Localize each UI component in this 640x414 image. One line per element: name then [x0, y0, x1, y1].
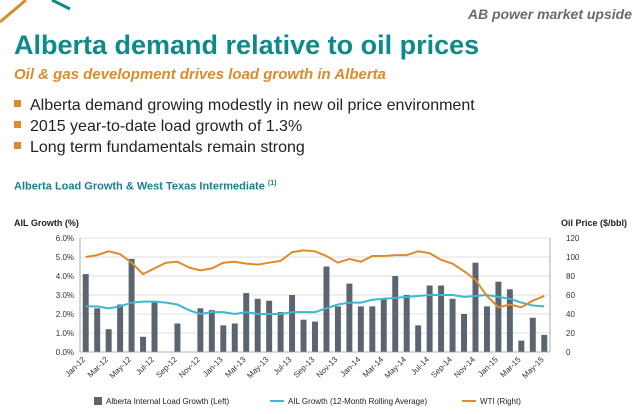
bar-load-growth	[438, 285, 445, 352]
x-tick-label: Mar-14	[361, 355, 386, 380]
bar-load-growth	[312, 321, 318, 352]
y-left-tick-label: 0.0%	[56, 348, 74, 357]
bullet-square-icon	[14, 142, 21, 150]
x-tick-label: Nov-12	[177, 355, 202, 380]
x-tick-label: May-15	[520, 355, 546, 381]
bullet-square-icon	[14, 100, 21, 108]
bar-load-growth	[254, 298, 261, 352]
x-tick-label: May-13	[245, 355, 271, 381]
bar-load-growth	[94, 308, 101, 352]
bar-load-growth	[472, 262, 479, 352]
bar-load-growth	[208, 310, 215, 352]
bar-load-growth	[300, 319, 307, 352]
bullet-item: Long term fundamentals remain strong	[14, 137, 475, 158]
bar-load-growth	[117, 304, 124, 352]
y-left-tick-label: 6.0%	[56, 234, 74, 243]
bar-load-growth	[495, 281, 502, 352]
bar-load-growth	[483, 306, 490, 352]
bar-load-growth	[82, 274, 89, 352]
bar-load-growth	[231, 323, 238, 352]
x-tick-label: Jan-14	[339, 355, 363, 379]
y-left-tick-label: 2.0%	[56, 310, 74, 319]
bar-load-growth	[449, 298, 456, 352]
x-tick-label: May-12	[108, 355, 134, 381]
y-right-tick-label: 0	[566, 348, 571, 357]
x-tick-label: May-14	[383, 355, 409, 381]
y-left-tick-label: 5.0%	[56, 253, 74, 262]
bar-load-growth	[197, 308, 204, 352]
x-tick-label: Sep-14	[429, 355, 454, 380]
bar-load-growth	[346, 283, 353, 352]
y-right-tick-label: 20	[566, 329, 575, 338]
bullet-square-icon	[14, 121, 21, 129]
bar-load-growth	[426, 285, 433, 352]
bar-load-growth	[220, 325, 227, 352]
bar-load-growth	[266, 300, 273, 352]
x-tick-label: Jul-12	[134, 355, 156, 377]
legend-label: AIL Growth (12-Month Rolling Average)	[288, 397, 428, 406]
bar-load-growth	[277, 312, 284, 352]
x-tick-label: Jul-13	[272, 355, 294, 377]
bar-load-growth	[369, 306, 376, 352]
x-tick-label: Nov-14	[452, 355, 477, 380]
bullet-text: 2015 year-to-date load growth of 1.3%	[30, 118, 303, 135]
page-title: Alberta demand relative to oil prices	[14, 30, 480, 60]
bar-load-growth	[357, 306, 364, 352]
y-right-tick-label: 100	[566, 253, 580, 262]
chart-title: Alberta Load Growth & West Texas Interme…	[14, 180, 276, 193]
bar-load-growth	[243, 293, 250, 352]
bar-load-growth	[403, 295, 410, 352]
legend-label: WTI (Right)	[480, 397, 521, 406]
section-label: AB power market upside	[467, 6, 632, 22]
bar-load-growth	[518, 340, 525, 352]
bullet-item: Alberta demand growing modestly in new o…	[14, 95, 475, 116]
x-tick-label: Sep-12	[154, 355, 179, 380]
bullet-text: Alberta demand growing modestly in new o…	[30, 97, 475, 114]
y-right-tick-label: 80	[566, 272, 575, 281]
bar-load-growth	[105, 329, 112, 352]
bar-load-growth	[289, 295, 296, 352]
corner-accent	[0, 0, 71, 24]
y-right-tick-label: 40	[566, 310, 575, 319]
y-left-tick-label: 3.0%	[56, 291, 74, 300]
bar-load-growth	[174, 323, 181, 352]
line-ail-rolling-average	[85, 293, 545, 316]
bar-load-growth	[529, 317, 536, 352]
bar-load-growth	[151, 302, 158, 352]
y-left-axis-title: AIL Growth (%)	[14, 218, 79, 228]
bar-load-growth	[334, 306, 341, 352]
x-tick-label: Jan-12	[63, 355, 87, 379]
page-subtitle: Oil & gas development drives load growth…	[14, 66, 387, 83]
legend-label: Alberta Internal Load Growth (Left)	[106, 397, 230, 406]
bar-load-growth	[415, 325, 422, 352]
y-left-tick-label: 1.0%	[56, 329, 74, 338]
x-tick-label: Jan-15	[476, 355, 500, 379]
line-wti	[85, 249, 545, 309]
x-tick-label: Mar-15	[498, 355, 523, 380]
chart-title-text: Alberta Load Growth & West Texas Interme…	[14, 180, 265, 193]
bar-load-growth	[506, 289, 513, 352]
x-tick-label: Jul-14	[409, 355, 431, 377]
bullet-item: 2015 year-to-date load growth of 1.3%	[14, 116, 475, 137]
y-right-axis-title: Oil Price ($/bbl)	[561, 218, 627, 228]
x-tick-label: Nov-13	[315, 355, 340, 380]
y-left-tick-label: 4.0%	[56, 272, 74, 281]
bar-load-growth	[392, 276, 399, 352]
x-tick-label: Sep-13	[292, 355, 317, 380]
x-tick-label: Jan-13	[201, 355, 225, 379]
bar-load-growth	[461, 314, 468, 352]
bar-load-growth	[128, 258, 135, 352]
y-right-tick-label: 120	[566, 234, 580, 243]
x-tick-label: Mar-13	[223, 355, 248, 380]
bar-load-growth	[140, 336, 147, 352]
x-tick-label: Mar-12	[86, 355, 111, 380]
y-right-tick-label: 60	[566, 291, 575, 300]
bullet-text: Long term fundamentals remain strong	[30, 139, 305, 156]
bullet-list: Alberta demand growing modestly in new o…	[14, 95, 475, 158]
legend-swatch-bars	[94, 397, 102, 405]
chart-title-footnote: (1)	[267, 180, 277, 187]
bar-load-growth	[541, 334, 548, 352]
bar-load-growth	[380, 298, 387, 352]
